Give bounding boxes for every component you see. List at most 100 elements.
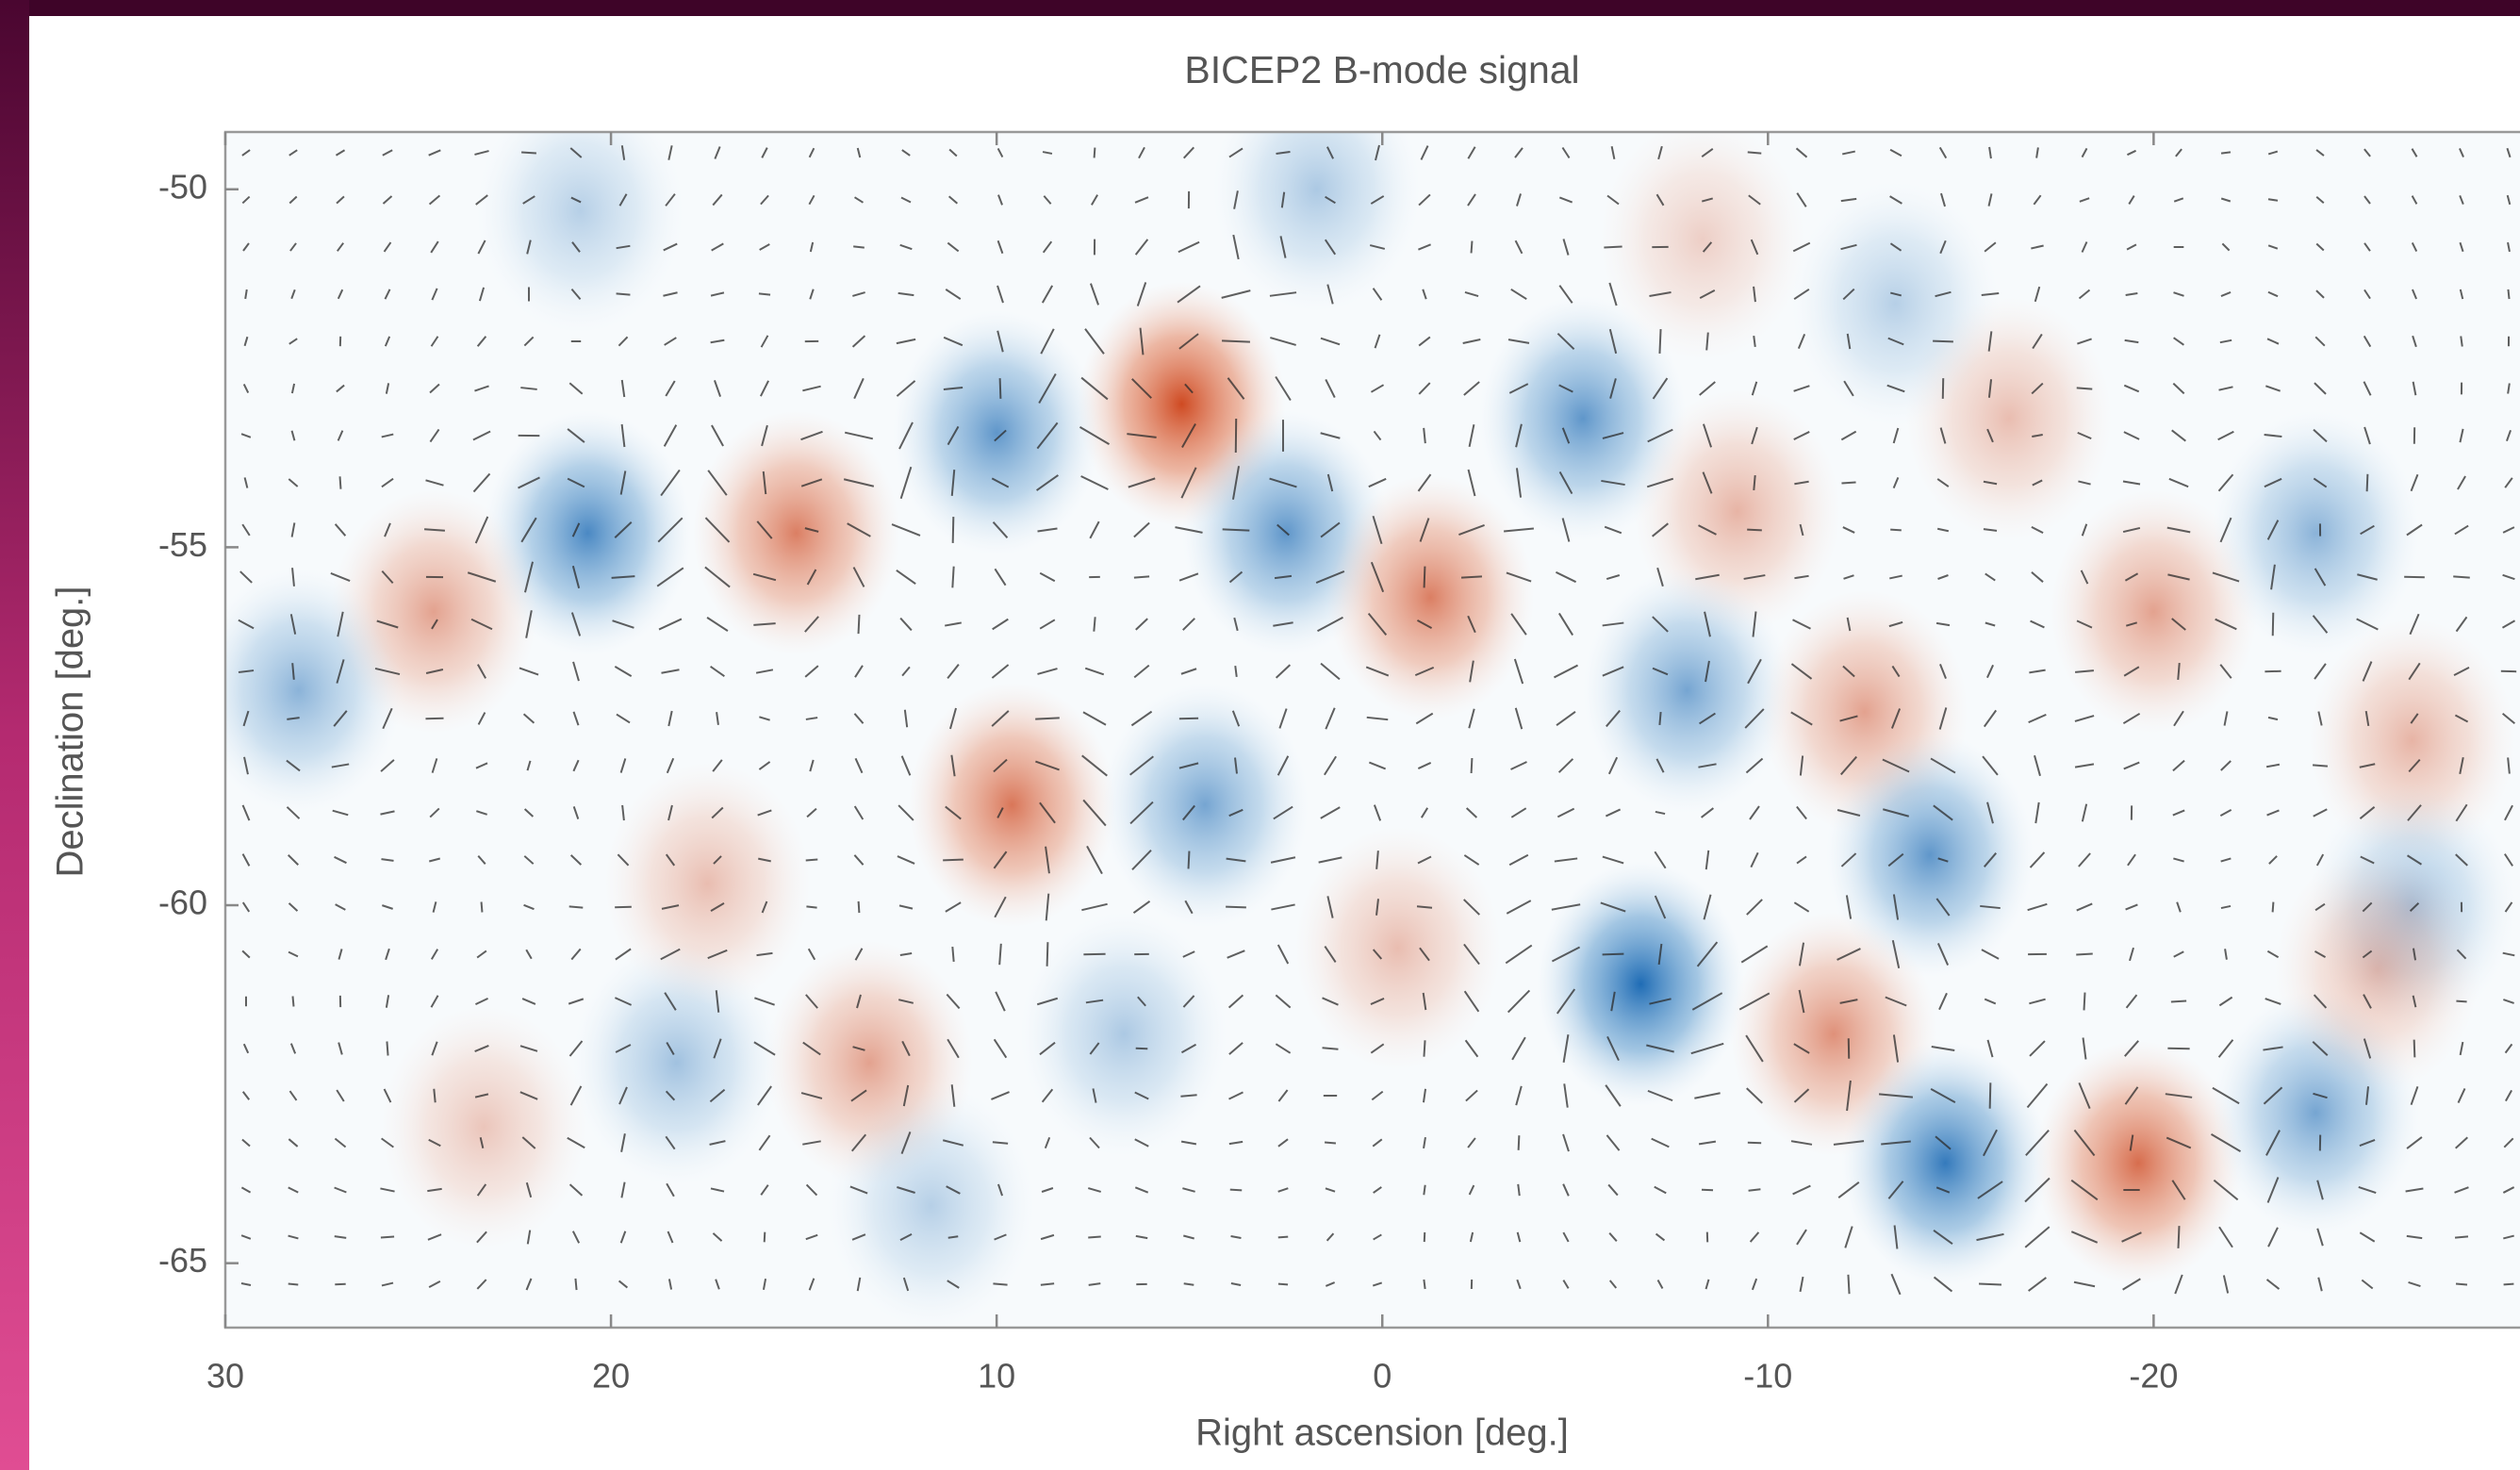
polarization-vector	[1933, 1276, 1953, 1293]
polarization-vector	[1277, 1282, 1289, 1286]
polarization-vector	[1136, 282, 1147, 306]
polarization-vector	[899, 243, 913, 251]
polarization-vector	[1557, 612, 1574, 636]
polarization-vector	[2127, 853, 2136, 867]
polarization-vector	[2459, 289, 2464, 300]
polarization-vector	[1797, 333, 1806, 350]
polarization-vector	[1227, 950, 1245, 959]
polarization-vector	[1558, 471, 1573, 495]
polarization-vector	[946, 1185, 961, 1195]
polarization-vector	[854, 665, 864, 678]
polarization-vector	[2218, 386, 2233, 391]
polarization-vector	[337, 611, 344, 637]
polarization-vector	[1556, 807, 1575, 818]
polarization-vector	[1134, 1091, 1149, 1100]
polarization-vector	[896, 338, 916, 345]
polarization-vector	[2263, 1086, 2283, 1105]
polarization-vector	[2173, 950, 2184, 958]
polarization-vector	[2313, 1092, 2328, 1099]
polarization-vector	[1468, 1184, 1475, 1196]
polarization-vector	[2409, 613, 2420, 636]
polarization-vector	[288, 1234, 299, 1240]
polarization-vector	[521, 1136, 536, 1149]
polarization-vector	[1511, 1036, 1526, 1061]
polarization-vector	[2034, 286, 2041, 303]
polarization-vector	[1654, 851, 1667, 869]
polarization-vector	[432, 901, 437, 913]
polarization-vector	[2082, 1037, 2087, 1060]
polarization-vector	[2505, 1089, 2512, 1102]
polarization-vector	[2074, 715, 2095, 722]
polarization-vector	[661, 904, 680, 910]
polarization-vector	[757, 809, 772, 817]
polarization-vector	[2358, 1185, 2377, 1195]
polarization-vector	[1229, 1188, 1243, 1192]
polarization-vector	[331, 763, 350, 768]
polarization-vector	[1931, 1046, 1955, 1051]
polarization-vector	[336, 1089, 345, 1102]
polarization-vector	[2411, 148, 2418, 157]
polarization-vector	[1602, 666, 1624, 677]
polarization-vector	[707, 470, 728, 496]
polarization-vector	[2217, 430, 2234, 441]
polarization-vector	[2124, 1040, 2139, 1057]
polarization-vector	[1275, 375, 1292, 402]
polarization-vector	[1705, 850, 1710, 870]
polarization-vector	[2220, 151, 2232, 155]
polarization-vector	[942, 1139, 964, 1147]
polarization-vector	[1607, 1183, 1619, 1197]
polarization-vector	[1847, 1274, 1851, 1295]
polarization-vector	[2267, 244, 2279, 250]
polarization-vector	[290, 430, 296, 441]
polarization-vector	[1091, 194, 1098, 206]
polarization-vector	[338, 949, 343, 960]
polarization-vector	[752, 572, 777, 582]
polarization-vector	[2128, 195, 2135, 205]
polarization-vector	[1507, 339, 1530, 344]
polarization-vector	[947, 241, 960, 253]
polarization-vector	[1609, 378, 1617, 399]
polarization-vector	[2453, 575, 2470, 579]
polarization-vector	[1470, 757, 1474, 774]
polarization-vector	[2223, 711, 2229, 726]
polarization-vector	[1793, 385, 1810, 392]
polarization-vector	[901, 149, 911, 157]
polarization-vector	[567, 428, 585, 443]
polarization-vector	[2124, 1086, 2139, 1105]
polarization-vector	[2220, 197, 2232, 203]
polarization-vector	[330, 572, 351, 582]
polarization-vector	[1046, 942, 1049, 966]
polarization-vector	[2126, 243, 2137, 251]
polarization-vector	[1178, 762, 1199, 769]
polarization-vector	[993, 851, 1008, 869]
polarization-vector	[2363, 1038, 2372, 1059]
polarization-vector	[1558, 196, 1573, 204]
polarization-vector	[1554, 857, 1578, 863]
polarization-vector	[2028, 1277, 2047, 1292]
polarization-vector	[1045, 846, 1050, 874]
polarization-vector	[1373, 430, 1382, 441]
polarization-vector	[242, 384, 250, 393]
polarization-vector	[475, 194, 488, 206]
polarization-vector	[1367, 613, 1388, 636]
polarization-vector	[525, 610, 533, 638]
polarization-vector	[1269, 291, 1297, 297]
polarization-vector	[2408, 1281, 2421, 1287]
polarization-vector	[2031, 382, 2044, 395]
polarization-vector	[2172, 382, 2185, 395]
polarization-vector	[2264, 477, 2282, 488]
polarization-vector	[2267, 1227, 2279, 1247]
polarization-vector	[1184, 900, 1194, 915]
polarization-vector	[1324, 755, 1337, 776]
polarization-vector	[2219, 339, 2232, 344]
polarization-vector	[1131, 378, 1152, 399]
polarization-vector	[1226, 905, 1246, 909]
polarization-vector	[1837, 1181, 1860, 1199]
polarization-vector	[1040, 328, 1055, 355]
polarization-vector	[709, 1088, 726, 1103]
polarization-vector	[1182, 146, 1195, 159]
polarization-vector	[1180, 668, 1197, 675]
polarization-vector	[2504, 853, 2513, 867]
polarization-vector	[2267, 716, 2279, 721]
